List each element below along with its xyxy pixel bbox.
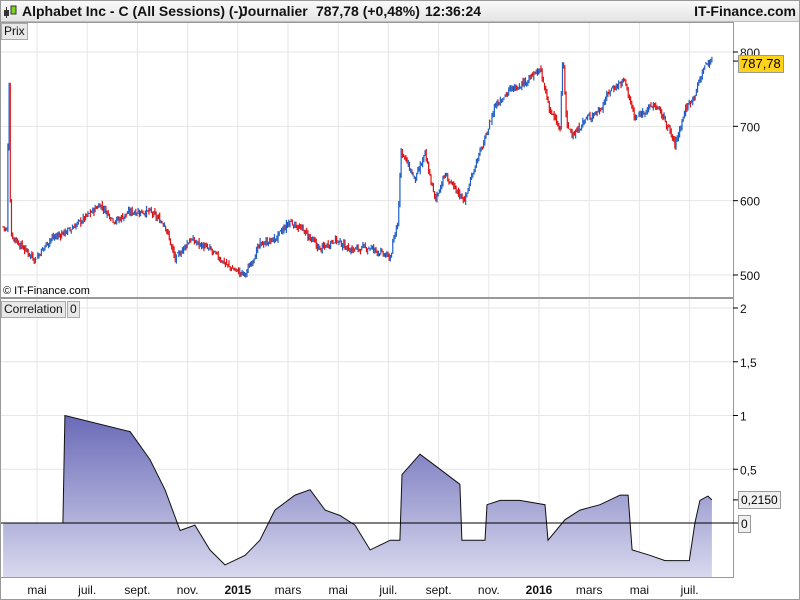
candlestick-icon [4, 5, 17, 18]
last-price-tag: 787,78 [738, 55, 784, 73]
x-axis-label: 2016 [525, 583, 553, 597]
indicator-param[interactable]: 0 [67, 301, 80, 318]
x-axis-label: mai [629, 583, 650, 597]
price-axis-label: 700 [740, 120, 760, 134]
indicator-axis-label: 0,5 [740, 463, 757, 477]
indicator-value-tag: 0,2150 [738, 491, 781, 509]
title-bar: Alphabet Inc - C (All Sessions) (-) Jour… [0, 0, 800, 22]
x-axis-label: mai [328, 583, 348, 597]
correlation-line [3, 414, 713, 566]
indicator-axis-label: 1 [740, 410, 747, 424]
price-axis-label: 500 [740, 269, 760, 283]
x-axis-label: nov. [176, 583, 199, 597]
copyright: © IT-Finance.com [3, 285, 90, 297]
indicator-name: Correlation [4, 302, 63, 316]
price-panel-label[interactable]: Prix [1, 23, 28, 40]
period-label: Journalier [240, 3, 308, 19]
clock: 12:36:24 [425, 3, 482, 19]
indicator-label[interactable]: Correlation [1, 301, 66, 318]
x-axis-label: juil. [680, 583, 699, 597]
x-axis-label: mai [27, 583, 47, 597]
x-axis-label: sept. [425, 583, 452, 597]
x-axis-label: juil. [78, 583, 97, 597]
x-axis-label: 2015 [224, 583, 252, 597]
instrument-title: Alphabet Inc - C (All Sessions) (-) [22, 3, 243, 19]
indicator-axis-label: 2 [740, 302, 747, 316]
x-axis-label: nov. [477, 583, 500, 597]
brand: IT-Finance.com [694, 3, 796, 19]
indicator-axis-label: 1,5 [740, 356, 757, 370]
x-axis-label: juil. [379, 583, 398, 597]
x-axis-label: sept. [124, 583, 151, 597]
correlation-area [3, 415, 712, 577]
zero-tag: 0 [738, 515, 751, 533]
x-axis-label: mars [274, 583, 302, 597]
price-panel-frame [0, 22, 734, 298]
last-price: 787,78 (+0,48%) [316, 3, 420, 19]
price-axis-label: 600 [740, 195, 760, 209]
x-axis-label: mars [575, 583, 603, 597]
